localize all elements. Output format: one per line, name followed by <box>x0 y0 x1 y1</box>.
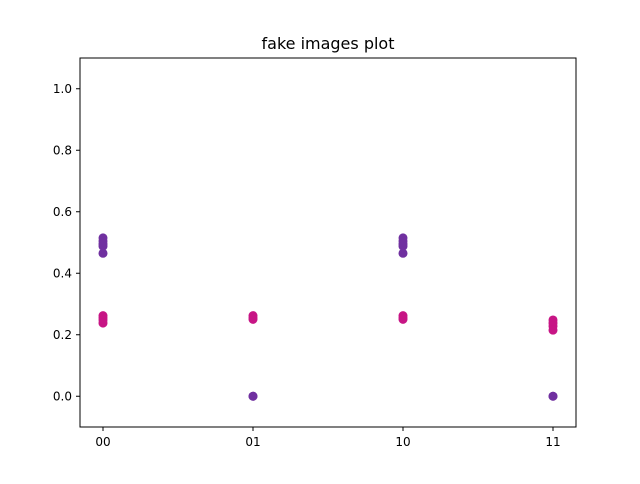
data-point-series-2 <box>548 325 558 335</box>
data-point-series-1 <box>248 391 258 401</box>
y-tick-label: 0.4 <box>53 266 72 280</box>
data-point-series-2 <box>398 314 408 324</box>
data-points <box>98 233 558 401</box>
x-tick-label: 11 <box>545 435 560 449</box>
y-axis: 0.0 0.2 0.4 0.6 0.8 1.0 <box>53 82 80 403</box>
y-tick-label: 0.8 <box>53 143 72 157</box>
y-tick-label: 0.0 <box>53 389 72 403</box>
data-point-series-1 <box>398 248 408 258</box>
x-tick-label: 00 <box>95 435 110 449</box>
data-point-series-1 <box>98 241 108 251</box>
data-point-series-2 <box>248 314 258 324</box>
plot-area <box>80 58 576 427</box>
data-point-series-1 <box>98 248 108 258</box>
plot-frame <box>79 57 577 428</box>
y-tick-label: 0.6 <box>53 205 72 219</box>
data-point-series-1 <box>398 241 408 251</box>
y-tick-label: 0.2 <box>53 328 72 342</box>
y-tick-label: 1.0 <box>53 82 72 96</box>
data-point-series-1 <box>548 391 558 401</box>
x-axis: 00 01 10 11 <box>95 427 561 449</box>
x-tick-label: 01 <box>245 435 260 449</box>
data-point-series-2 <box>98 318 108 328</box>
x-tick-label: 10 <box>395 435 410 449</box>
chart-title: fake images plot <box>262 34 395 53</box>
